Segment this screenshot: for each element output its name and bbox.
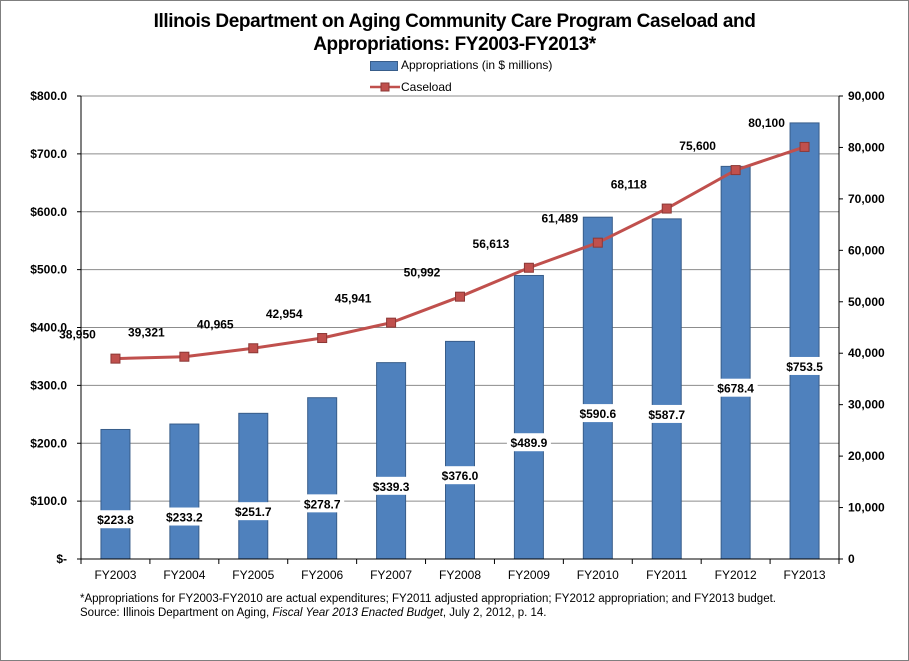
x-tick-label: FY2011	[646, 568, 687, 582]
left-tick-label: $-	[56, 552, 67, 566]
caseload-marker	[592, 237, 603, 248]
footnote: *Appropriations for FY2003-FY2010 are ac…	[80, 593, 776, 605]
x-tick-label: FY2009	[508, 568, 550, 582]
right-tick-label: 0	[848, 552, 855, 566]
left-tick-label: $800.0	[30, 89, 67, 103]
x-tick-label: FY2005	[232, 568, 274, 582]
caseload-marker	[386, 317, 397, 328]
bar-data-label: $590.6	[579, 407, 616, 421]
x-tick-label: FY2013	[784, 568, 826, 582]
bar-data-label: $251.7	[235, 505, 272, 519]
bar-data-label-bg	[231, 502, 276, 521]
right-tick-label: 50,000	[848, 295, 885, 309]
caseload-marker	[248, 343, 259, 354]
left-tick-label: $200.0	[30, 436, 67, 450]
caseload-marker	[179, 351, 190, 362]
bar	[651, 218, 682, 560]
bar	[307, 397, 338, 560]
caseload-data-label: 50,992	[404, 266, 441, 280]
x-tick-label: FY2012	[715, 568, 757, 582]
bar-data-label: $223.8	[97, 513, 134, 527]
caseload-marker	[730, 165, 741, 176]
bar-data-label-bg	[369, 476, 414, 495]
bar	[789, 122, 820, 560]
bar-data-label-bg	[300, 494, 345, 513]
bar-data-label-bg	[162, 507, 207, 526]
caseload-data-label: 68,118	[611, 178, 647, 192]
caseload-marker	[799, 141, 810, 152]
caseload-data-label: 80,100	[748, 116, 785, 130]
legend-label-caseload: Caseload	[401, 80, 452, 94]
legend-swatch-bar	[370, 61, 398, 71]
bar-data-label-bg	[438, 466, 482, 485]
bar	[582, 216, 613, 560]
right-tick-label: 90,000	[848, 89, 885, 103]
bar-data-label: $587.7	[648, 408, 685, 422]
caseload-data-label: 39,321	[128, 326, 165, 340]
source-prefix: Source: Illinois Department on Aging,	[80, 607, 273, 619]
bar-data-label-bg	[644, 404, 689, 423]
bar-data-label: $339.3	[373, 480, 410, 494]
source-title: Fiscal Year 2013 Enacted Budget	[272, 607, 443, 619]
left-tick-label: $500.0	[30, 263, 67, 277]
caseload-data-label: 45,941	[335, 292, 372, 306]
right-tick-label: 80,000	[848, 140, 885, 154]
right-tick-label: 60,000	[848, 243, 885, 257]
caseload-marker	[110, 353, 121, 364]
x-tick-label: FY2008	[439, 568, 481, 582]
caseload-marker	[523, 262, 534, 273]
right-tick-label: 20,000	[848, 449, 885, 463]
bar-data-label: $278.7	[304, 497, 341, 511]
bar-data-label-bg	[506, 433, 551, 452]
caseload-data-label: 40,965	[197, 317, 234, 331]
bar-data-label: $678.4	[717, 382, 754, 396]
source-suffix: , July 2, 2012, p. 14.	[442, 607, 547, 619]
caseload-data-label: 56,613	[473, 237, 510, 251]
legend-label-appropriations: Appropriations (in $ millions)	[401, 58, 553, 72]
bar-data-label-bg	[782, 356, 827, 375]
caseload-marker	[661, 203, 672, 214]
bar-data-label: $489.9	[511, 436, 548, 450]
plot-area: $- $100.0 $200.0 $300.0 $400.0 $500.0 $600.0 $7…	[30, 89, 885, 582]
right-tick-label: 70,000	[848, 192, 885, 206]
right-tick-label: 10,000	[848, 501, 885, 515]
left-tick-label: $600.0	[30, 205, 67, 219]
right-tick-label: 30,000	[848, 398, 885, 412]
bar-data-label-bg	[713, 378, 758, 397]
x-tick-label: FY2010	[577, 568, 619, 582]
chart-title: Illinois Department on Aging Community C…	[0, 10, 909, 56]
bar	[100, 428, 131, 560]
x-tick-label: FY2004	[163, 568, 205, 582]
bar-data-label-bg	[93, 510, 138, 529]
left-tick-label: $400.0	[30, 321, 67, 335]
source-note: Source: Illinois Department on Aging, Fi…	[80, 606, 780, 620]
left-tick-label: $700.0	[30, 147, 67, 161]
bar	[169, 423, 200, 560]
left-tick-label: $100.0	[30, 494, 67, 508]
x-tick-label: FY2007	[370, 568, 412, 582]
bar	[720, 165, 751, 560]
bar	[376, 362, 407, 560]
chart-notes: *Appropriations for FY2003-FY2010 are ac…	[80, 592, 780, 620]
bar	[513, 274, 544, 560]
chart-title-line-1: Illinois Department on Aging Community C…	[153, 11, 756, 32]
x-tick-label: FY2006	[301, 568, 343, 582]
bar	[445, 340, 475, 560]
bar-data-label: $233.2	[166, 511, 203, 525]
bar-data-label: $376.0	[442, 469, 479, 483]
caseload-marker	[317, 333, 328, 344]
bar-data-label-bg	[575, 404, 620, 423]
legend-swatch-line	[370, 82, 400, 92]
caseload-data-label: 42,954	[266, 307, 303, 321]
x-tick-label: FY2003	[94, 568, 136, 582]
caseload-data-label: 75,600	[679, 139, 716, 153]
left-tick-label: $300.0	[30, 378, 67, 392]
bar	[238, 412, 269, 560]
chart-title-line-2: Appropriations: FY2003-FY2013*	[313, 34, 596, 55]
bar-data-label: $753.5	[786, 360, 823, 374]
caseload-marker	[455, 291, 465, 302]
caseload-data-label: 61,489	[541, 212, 578, 226]
right-tick-label: 40,000	[848, 346, 885, 360]
caseload-data-label: 38,950	[59, 328, 96, 342]
